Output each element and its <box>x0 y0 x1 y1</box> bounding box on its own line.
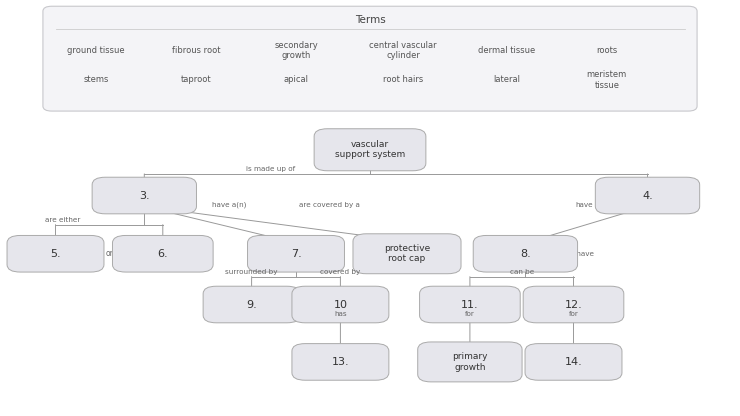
Text: 13.: 13. <box>332 357 349 367</box>
FancyBboxPatch shape <box>523 286 624 323</box>
Text: taproot: taproot <box>181 75 212 84</box>
Text: Terms: Terms <box>354 15 386 25</box>
Text: has: has <box>334 312 347 317</box>
Text: 7.: 7. <box>291 249 301 259</box>
FancyBboxPatch shape <box>420 286 520 323</box>
Text: 6.: 6. <box>158 249 168 259</box>
Text: dermal tissue: dermal tissue <box>478 46 536 55</box>
FancyBboxPatch shape <box>203 286 300 323</box>
Text: 14.: 14. <box>565 357 582 367</box>
FancyBboxPatch shape <box>7 235 104 272</box>
Text: 10: 10 <box>334 300 347 310</box>
Text: is made up of: is made up of <box>246 166 295 172</box>
Text: are either: are either <box>45 217 81 223</box>
Text: surrounded by: surrounded by <box>226 270 278 275</box>
Text: for: for <box>465 312 475 317</box>
FancyBboxPatch shape <box>353 234 461 274</box>
FancyBboxPatch shape <box>247 235 345 272</box>
FancyBboxPatch shape <box>525 344 622 380</box>
Text: 8.: 8. <box>520 249 531 259</box>
FancyBboxPatch shape <box>43 6 697 111</box>
Text: have a(n): have a(n) <box>212 202 246 208</box>
Text: stems: stems <box>84 75 109 84</box>
Text: primary
growth: primary growth <box>452 352 488 371</box>
FancyBboxPatch shape <box>292 344 389 380</box>
Text: are covered by a: are covered by a <box>299 203 360 208</box>
Text: apical: apical <box>283 75 309 84</box>
Text: protective
root cap: protective root cap <box>384 244 430 263</box>
FancyBboxPatch shape <box>474 235 577 272</box>
Text: 3.: 3. <box>139 191 149 201</box>
FancyBboxPatch shape <box>112 235 213 272</box>
Text: roots: roots <box>596 46 617 55</box>
Text: root hairs: root hairs <box>383 75 423 84</box>
Text: 9.: 9. <box>246 300 257 310</box>
FancyBboxPatch shape <box>596 177 700 214</box>
Text: 5.: 5. <box>50 249 61 259</box>
FancyBboxPatch shape <box>292 286 389 323</box>
Text: have: have <box>576 203 593 208</box>
Text: for: for <box>568 312 579 317</box>
Text: secondary
growth: secondary growth <box>274 41 318 60</box>
Text: 12.: 12. <box>565 300 582 310</box>
Text: ← have: ← have <box>568 251 594 257</box>
Text: vascular
support system: vascular support system <box>335 140 405 159</box>
Text: 4.: 4. <box>642 191 653 201</box>
Text: fibrous root: fibrous root <box>172 46 221 55</box>
FancyBboxPatch shape <box>417 342 522 382</box>
FancyBboxPatch shape <box>92 177 197 214</box>
Text: 11.: 11. <box>461 300 479 310</box>
Text: central vascular
cylinder: central vascular cylinder <box>369 41 437 60</box>
Text: or: or <box>106 249 113 258</box>
Text: can be: can be <box>511 270 534 275</box>
Text: lateral: lateral <box>494 75 520 84</box>
Text: ground tissue: ground tissue <box>67 46 125 55</box>
Text: covered by: covered by <box>320 270 360 275</box>
Text: meristem
tissue: meristem tissue <box>587 70 627 89</box>
FancyBboxPatch shape <box>314 129 426 171</box>
